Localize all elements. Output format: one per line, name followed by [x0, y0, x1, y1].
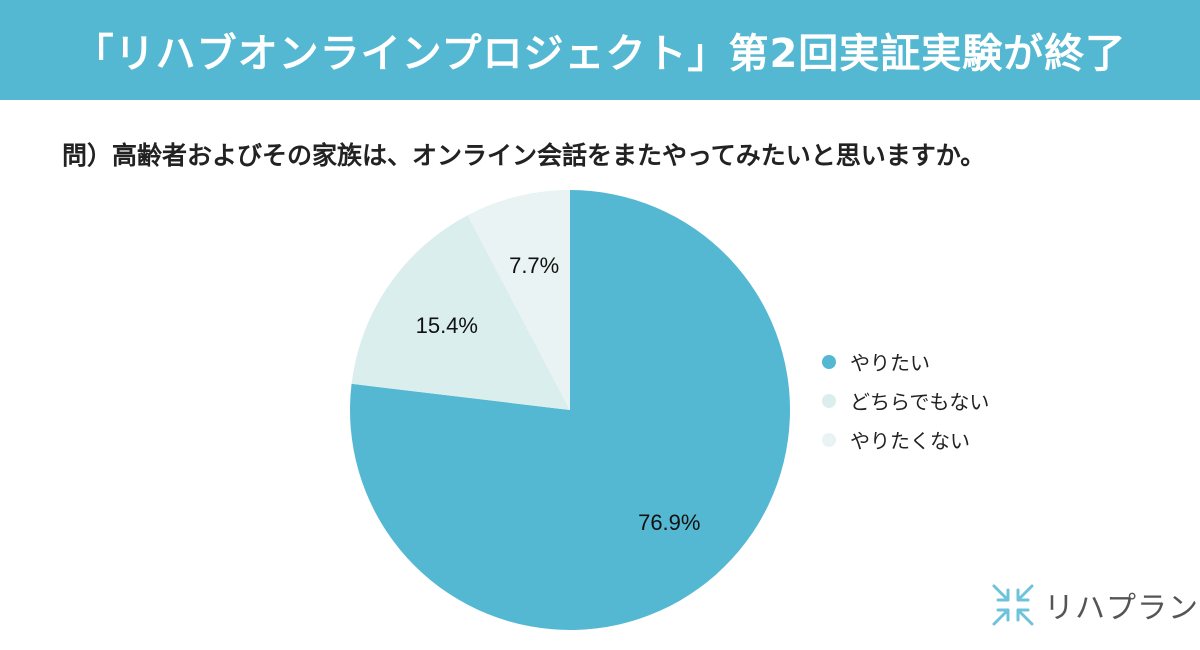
legend-item-no: やりたくない: [822, 420, 989, 459]
legend-swatch-yes: [822, 354, 836, 369]
pie-slice-neutral: [351, 215, 570, 410]
legend-item-neutral: どちらでもない: [822, 381, 989, 420]
page-title: 「リハブオンラインプロジェクト」第2回実証実験が終了: [73, 31, 1127, 77]
legend-item-yes: やりたい: [822, 342, 989, 381]
survey-question: 問）高齢者およびその家族は、オンライン会話をまたやってみたいと思いますか。: [62, 141, 986, 170]
title-banner: 「リハブオンラインプロジェクト」第2回実証実験が終了: [0, 0, 1200, 100]
arrows-icon: [992, 584, 1034, 626]
legend-label-yes: やりたい: [850, 351, 930, 375]
brand-name: リハプラン: [1044, 591, 1199, 626]
legend-swatch-neutral: [822, 393, 836, 408]
brand-logo: リハプラン: [990, 582, 1199, 628]
pie-slice-no: [467, 190, 570, 410]
legend-label-neutral: どちらでもない: [850, 390, 990, 414]
pie-chart: 76.9% 15.4% 7.7%: [350, 190, 790, 630]
data-label-yes: 76.9%: [638, 510, 700, 535]
data-label-neutral: 15.4%: [416, 313, 478, 338]
chart-legend: やりたい どちらでもない やりたくない: [822, 342, 989, 459]
legend-label-no: やりたくない: [850, 429, 970, 453]
data-label-no: 7.7%: [509, 253, 559, 278]
legend-swatch-no: [822, 432, 836, 447]
